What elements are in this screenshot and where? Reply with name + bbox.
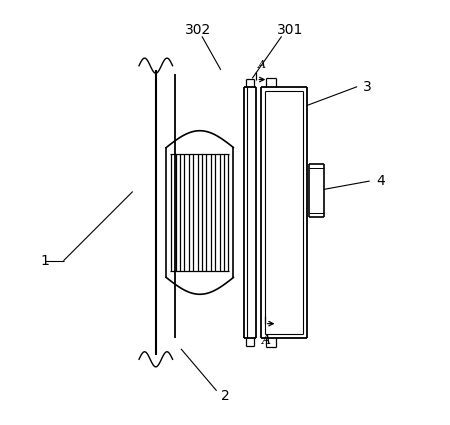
Text: A: A [258,60,266,70]
Text: A: A [262,334,271,347]
Text: 302: 302 [184,23,211,37]
Text: 1: 1 [40,254,49,268]
Text: 301: 301 [277,23,303,37]
Text: 3: 3 [363,79,372,94]
Text: 2: 2 [220,389,230,403]
Text: 4: 4 [376,174,385,188]
